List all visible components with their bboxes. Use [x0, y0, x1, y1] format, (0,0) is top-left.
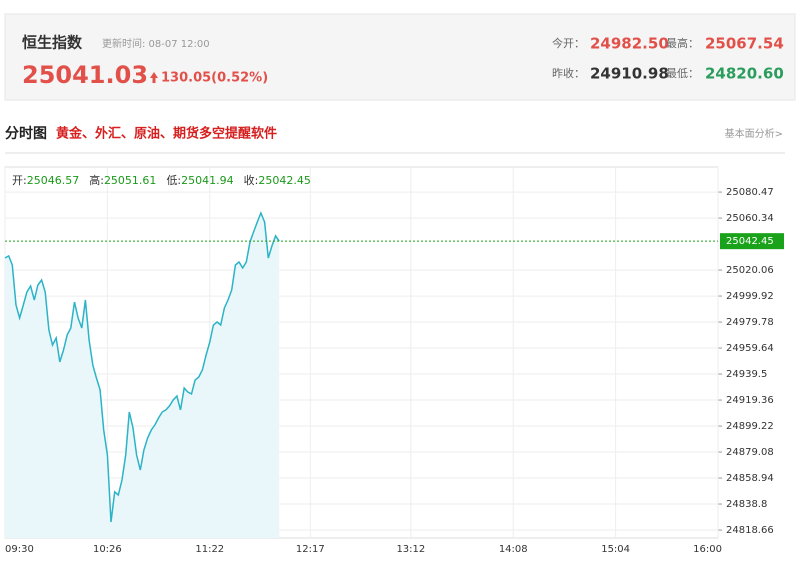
- y-tick-label: 24919.36: [726, 395, 774, 406]
- current-label: 25042.45: [726, 236, 774, 247]
- stat-label: 昨收：: [552, 66, 585, 80]
- ohlc-value: 25051.61: [104, 174, 157, 187]
- y-tick-label: 24899.22: [726, 421, 774, 432]
- ohlc-value: 25042.45: [258, 174, 311, 187]
- x-tick-label: 14:08: [499, 544, 528, 555]
- x-tick-label: 13:12: [396, 544, 425, 555]
- section-title: 分时图: [5, 125, 47, 142]
- index-title: 恒生指数: [22, 34, 83, 52]
- y-tick-label: 24818.66: [726, 525, 774, 536]
- stat-value: 24910.98: [590, 65, 669, 83]
- stat-value: 24820.60: [705, 65, 784, 83]
- y-tick-label: 24959.64: [726, 343, 774, 354]
- plot-frame: [4, 166, 719, 539]
- x-tick-label: 10:26: [93, 544, 122, 555]
- stat-label: 最低：: [666, 67, 699, 80]
- x-tick-label: 16:00: [693, 544, 722, 555]
- ohlc-value: 25046.57: [27, 174, 80, 187]
- change: 130.05(0.52%): [161, 71, 268, 86]
- analysis-link[interactable]: 基本面分析>: [725, 127, 783, 140]
- x-tick-label: 09:30: [5, 544, 34, 555]
- y-tick-label: 25080.47: [726, 187, 774, 198]
- y-tick-label: 24999.92: [726, 291, 774, 302]
- y-tick-label: 24858.94: [726, 473, 774, 484]
- ohlc-value: 25041.94: [181, 174, 234, 187]
- y-tick-label: 24979.78: [726, 317, 774, 328]
- y-tick-label: 25020.06: [726, 265, 774, 276]
- up-arrow: [150, 72, 158, 83]
- ohlc-label: 开:: [12, 174, 27, 187]
- stat-value: 24982.50: [590, 35, 669, 53]
- y-tick-label: 25060.34: [726, 213, 774, 224]
- stat-label: 最高：: [666, 36, 699, 50]
- price: 25041.03: [22, 61, 148, 89]
- current-box: [720, 233, 784, 250]
- ohlc-label: 高:: [89, 173, 104, 187]
- stat-value: 25067.54: [705, 35, 784, 53]
- x-tick-label: 15:04: [601, 544, 630, 555]
- update-time: 更新时间: 08-07 12:00: [102, 37, 210, 50]
- y-tick-label: 24838.8: [726, 499, 767, 510]
- y-tick-label: 24939.5: [726, 369, 767, 380]
- price-line: [4, 211, 280, 523]
- y-tick-label: 24879.08: [726, 447, 774, 458]
- ohlc-label: 低:: [166, 174, 181, 187]
- header-box: [4, 13, 796, 101]
- x-tick-label: 12:17: [296, 544, 325, 555]
- promo-link[interactable]: 黄金、外汇、原油、期货多空提醒软件: [56, 126, 277, 142]
- stat-label: 今开：: [552, 36, 585, 50]
- area-fill: [5, 213, 280, 538]
- x-tick-label: 11:22: [195, 544, 224, 555]
- ohlc-label: 收:: [244, 173, 259, 187]
